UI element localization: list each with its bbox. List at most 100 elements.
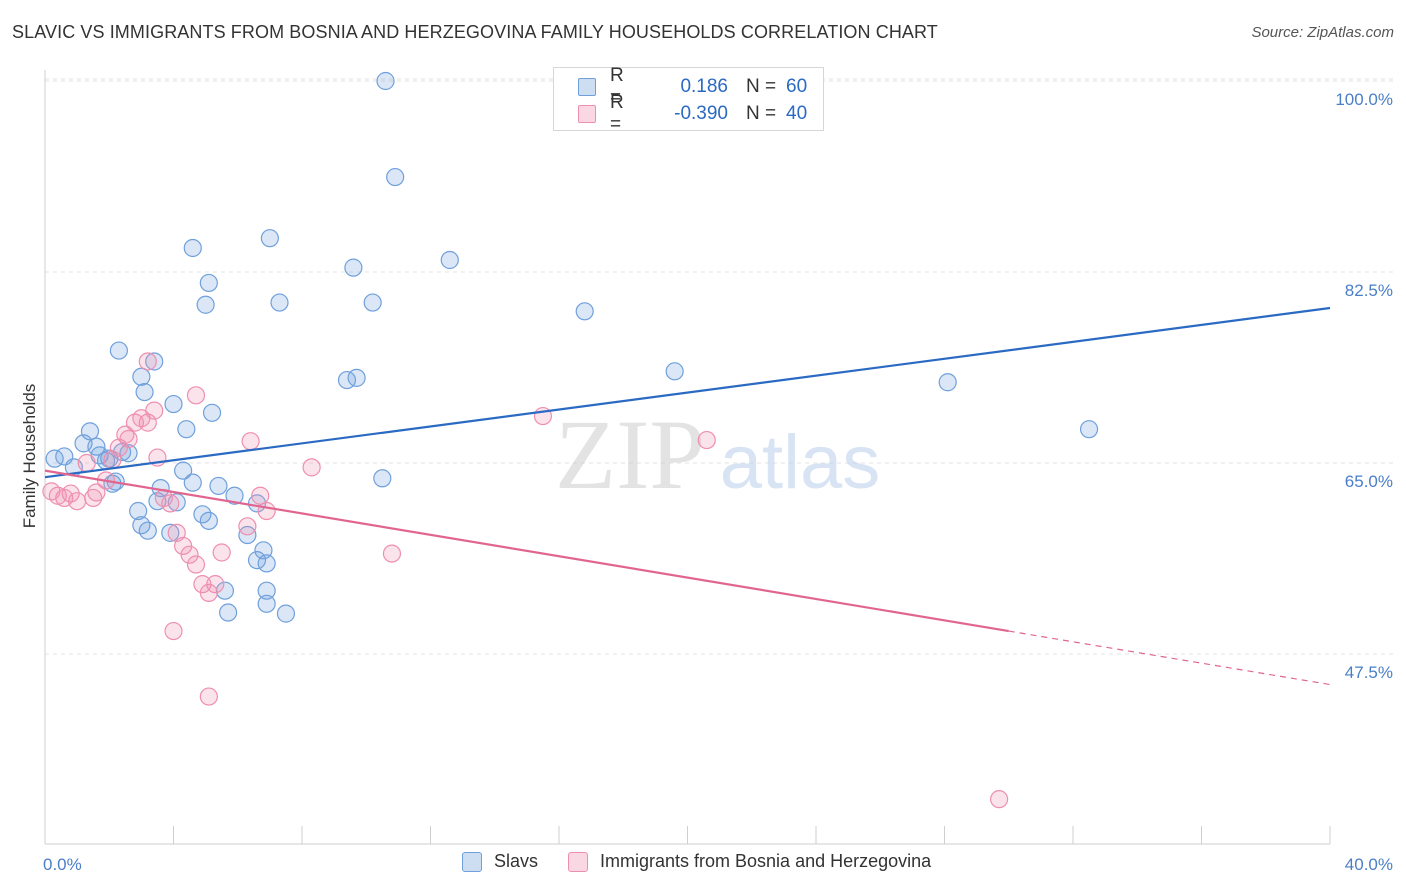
n-label: N = xyxy=(746,103,777,124)
series-legend: Slavs Immigrants from Bosnia and Herzego… xyxy=(462,851,961,872)
point-bosnia[interactable] xyxy=(68,492,87,511)
point-bosnia[interactable] xyxy=(87,483,106,502)
legend-row-bosnia: R = -0.390 N = 40 xyxy=(578,92,808,135)
correlation-legend: R = 0.186 N = 60 R = -0.390 N = 40 xyxy=(553,65,824,135)
legend-swatch-bosnia xyxy=(578,105,596,123)
point-bosnia[interactable] xyxy=(167,523,186,542)
watermark: ZIP atlas xyxy=(555,399,880,510)
point-bosnia[interactable] xyxy=(186,386,206,405)
point-slavs[interactable] xyxy=(386,167,405,187)
point-bosnia[interactable] xyxy=(238,517,257,536)
tick-labels: 100.0% 82.5% 65.0% 47.5% 0.0% 40.0% xyxy=(43,90,1393,874)
point-slavs[interactable] xyxy=(270,293,289,312)
point-slavs[interactable] xyxy=(215,581,234,600)
point-slavs[interactable] xyxy=(1079,420,1099,439)
point-slavs[interactable] xyxy=(132,367,151,386)
point-slavs[interactable] xyxy=(376,71,395,91)
point-slavs[interactable] xyxy=(344,258,363,277)
point-bosnia[interactable] xyxy=(199,687,218,706)
point-slavs[interactable] xyxy=(183,473,202,492)
point-bosnia[interactable] xyxy=(251,486,270,505)
x-tick-label: 40.0% xyxy=(1345,855,1393,874)
point-slavs[interactable] xyxy=(575,302,594,321)
legend-row-slavs: R = 0.186 N = 60 xyxy=(578,65,808,108)
point-slavs[interactable] xyxy=(247,551,267,570)
point-slavs[interactable] xyxy=(665,362,684,381)
watermark-zip: ZIP xyxy=(555,399,705,510)
point-slavs[interactable] xyxy=(254,541,273,560)
gridlines xyxy=(45,78,1395,655)
point-slavs[interactable] xyxy=(373,469,392,488)
point-bosnia[interactable] xyxy=(77,453,96,473)
watermark-atlas: atlas xyxy=(720,420,881,505)
point-slavs[interactable] xyxy=(440,250,459,270)
trend-line-bosnia-extension xyxy=(1008,630,1331,686)
point-slavs[interactable] xyxy=(209,476,228,496)
point-bosnia[interactable] xyxy=(186,555,206,574)
point-slavs[interactable] xyxy=(164,394,183,414)
point-slavs[interactable] xyxy=(183,238,202,258)
point-bosnia[interactable] xyxy=(161,494,180,513)
y-axis-label: Family Households xyxy=(20,384,39,529)
y-tick-label: 82.5% xyxy=(1345,281,1393,300)
point-slavs[interactable] xyxy=(135,382,154,402)
point-slavs[interactable] xyxy=(347,368,366,387)
point-slavs[interactable] xyxy=(109,341,128,360)
legend-item-slavs[interactable]: Slavs xyxy=(462,851,538,872)
point-bosnia[interactable] xyxy=(138,352,157,371)
legend-swatch-bosnia xyxy=(568,851,589,872)
point-bosnia[interactable] xyxy=(257,501,276,521)
point-slavs[interactable] xyxy=(260,229,279,248)
point-slavs[interactable] xyxy=(161,523,180,542)
point-bosnia[interactable] xyxy=(241,432,260,451)
legend-label-bosnia: Immigrants from Bosnia and Herzegovina xyxy=(600,851,932,871)
point-bosnia[interactable] xyxy=(302,458,321,477)
r-value: -0.390 xyxy=(674,103,728,124)
trend-line-bosnia xyxy=(44,469,1009,633)
point-slavs[interactable] xyxy=(129,501,148,521)
point-slavs[interactable] xyxy=(199,511,218,530)
point-bosnia[interactable] xyxy=(145,401,164,420)
y-tick-label: 47.5% xyxy=(1345,663,1393,682)
point-bosnia[interactable] xyxy=(180,545,199,564)
point-bosnia[interactable] xyxy=(212,543,231,562)
trend-lines xyxy=(44,306,1331,686)
legend-item-bosnia[interactable]: Immigrants from Bosnia and Herzegovina xyxy=(568,851,931,872)
point-bosnia[interactable] xyxy=(61,484,80,503)
legend-swatch-slavs xyxy=(462,851,482,872)
source-label: Source: ZipAtlas.com xyxy=(1251,24,1394,41)
point-slavs[interactable] xyxy=(138,521,157,540)
point-slavs[interactable] xyxy=(938,373,957,392)
chart-title: SLAVIC VS IMMIGRANTS FROM BOSNIA AND HER… xyxy=(12,22,938,42)
trend-line-slavs xyxy=(44,306,1331,479)
point-slavs[interactable] xyxy=(119,444,138,463)
point-slavs[interactable] xyxy=(193,505,212,524)
point-slavs[interactable] xyxy=(177,420,196,439)
n-value: 40 xyxy=(786,103,808,124)
point-slavs[interactable] xyxy=(257,581,276,600)
point-slavs[interactable] xyxy=(196,295,215,314)
point-slavs[interactable] xyxy=(202,403,222,422)
point-slavs[interactable] xyxy=(145,352,164,371)
n-value: 60 xyxy=(786,76,808,97)
point-slavs[interactable] xyxy=(219,603,238,622)
point-slavs[interactable] xyxy=(199,273,218,293)
point-slavs[interactable] xyxy=(174,461,193,480)
point-slavs[interactable] xyxy=(363,293,382,312)
point-bosnia[interactable] xyxy=(119,429,138,449)
point-bosnia[interactable] xyxy=(382,544,402,563)
legend-label-slavs: Slavs xyxy=(494,851,539,871)
point-bosnia[interactable] xyxy=(164,621,183,641)
point-slavs[interactable] xyxy=(225,486,244,505)
point-slavs[interactable] xyxy=(80,422,100,441)
x-tick-label: 0.0% xyxy=(43,855,82,874)
point-slavs[interactable] xyxy=(257,594,276,613)
point-bosnia[interactable] xyxy=(697,430,716,450)
point-bosnia[interactable] xyxy=(206,575,225,594)
axes xyxy=(44,70,1331,845)
point-bosnia[interactable] xyxy=(990,790,1009,809)
point-slavs[interactable] xyxy=(276,604,296,623)
r-label: R = xyxy=(610,65,624,108)
point-bosnia[interactable] xyxy=(84,488,103,508)
